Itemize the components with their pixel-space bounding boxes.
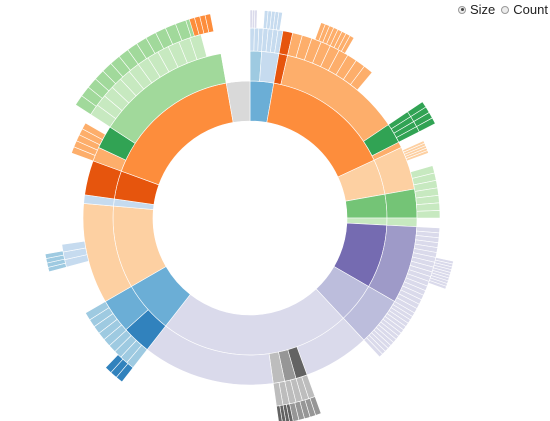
ring4-segment-1-4[interactable] [276, 11, 283, 31]
ring-level-2 [82, 50, 418, 386]
ring3-segment-6-5[interactable] [416, 202, 441, 212]
ring4-segment-10-3[interactable] [204, 13, 215, 33]
count-option[interactable]: Count [501, 2, 548, 17]
ring-level-4 [44, 9, 454, 421]
ring4-segment-2-7[interactable] [340, 35, 355, 54]
ring-level-3 [61, 27, 441, 407]
ring3-segment-3-8[interactable] [350, 65, 373, 91]
ring3-segment-6-6[interactable] [416, 210, 441, 219]
ring2-segment-6-0[interactable] [384, 188, 418, 219]
ring4-segment-8-3[interactable] [44, 250, 65, 259]
value-mode-controls: Size Count [458, 2, 548, 17]
ring3-segment-8-13[interactable] [363, 337, 383, 358]
count-radio[interactable] [501, 5, 510, 14]
ring2-segment-23-0[interactable] [220, 50, 251, 84]
count-label: Count [513, 2, 548, 17]
ring3-segment-11-2[interactable] [61, 240, 87, 253]
ring3-segment-10-8[interactable] [85, 301, 110, 321]
ring3-segment-12-4[interactable] [81, 122, 106, 141]
ring4-segment-4-9[interactable] [428, 280, 447, 290]
size-radio[interactable] [458, 5, 466, 14]
size-label: Size [470, 2, 496, 17]
ring3-segment-5-4[interactable] [405, 150, 429, 162]
ring4-segment-0-2[interactable] [254, 9, 258, 29]
ring4-segment-7-2[interactable] [105, 354, 124, 373]
ring-level-1 [112, 80, 388, 356]
size-option[interactable]: Size [458, 2, 495, 17]
ring4-segment-6-3[interactable] [276, 405, 283, 421]
ring4-segment-3-3[interactable] [416, 117, 436, 133]
